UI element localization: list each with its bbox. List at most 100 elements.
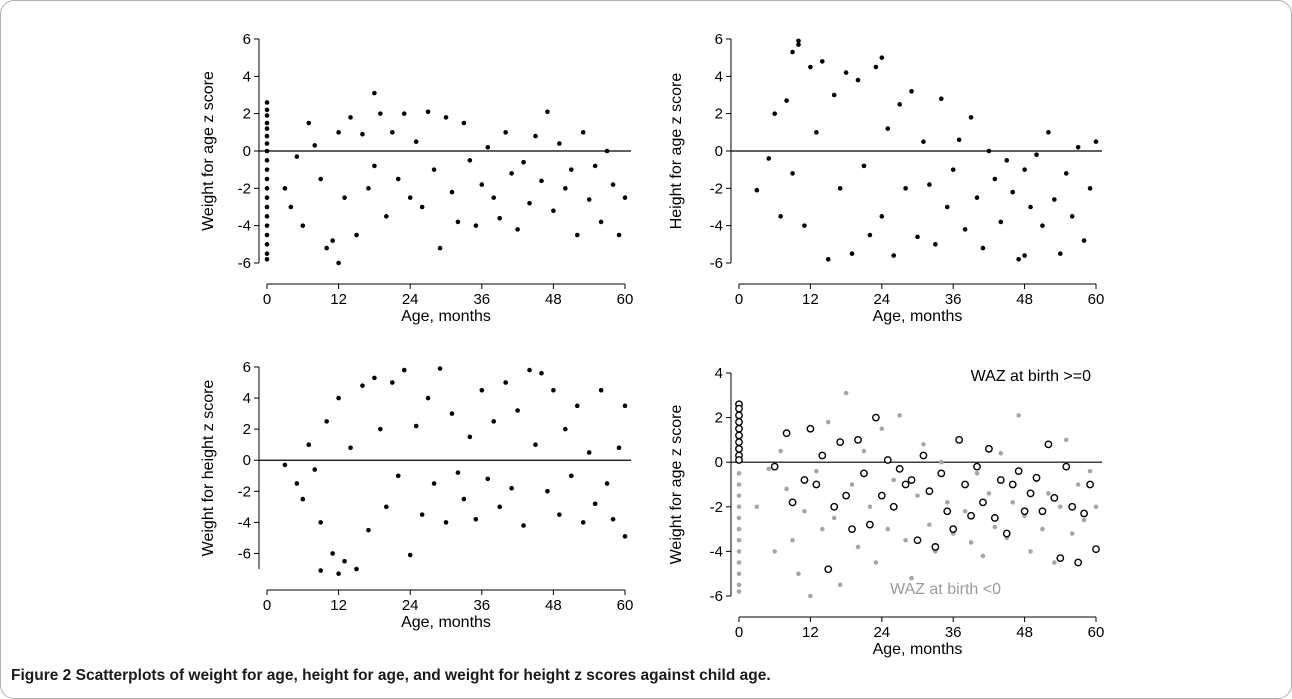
data-point bbox=[933, 242, 938, 247]
x-tick-label: 0 bbox=[263, 597, 271, 614]
data-point bbox=[778, 214, 783, 219]
data-point-hollow bbox=[979, 498, 987, 507]
data-point bbox=[395, 176, 401, 182]
y-tick-label: 2 bbox=[243, 421, 251, 438]
data-point bbox=[802, 508, 807, 514]
data-point bbox=[604, 148, 610, 154]
data-point bbox=[401, 111, 407, 116]
data-point-hollow bbox=[949, 525, 958, 533]
x-tick-label: 36 bbox=[945, 624, 962, 641]
data-point bbox=[443, 115, 449, 120]
data-point bbox=[437, 245, 443, 251]
data-point bbox=[485, 144, 491, 150]
x-tick-label: 48 bbox=[545, 597, 562, 614]
data-point bbox=[354, 232, 359, 238]
data-point bbox=[449, 411, 455, 416]
data-point-hollow bbox=[901, 480, 910, 489]
data-point-hollow bbox=[812, 480, 821, 489]
data-point bbox=[264, 232, 270, 238]
data-point bbox=[610, 516, 616, 522]
data-point-hollow bbox=[985, 444, 993, 453]
data-point bbox=[616, 232, 622, 238]
data-point bbox=[509, 171, 514, 176]
data-point bbox=[485, 476, 491, 482]
data-point bbox=[324, 245, 329, 251]
data-point bbox=[974, 471, 980, 476]
annotation-waz-nonneg: WAZ at birth >=0 bbox=[971, 368, 1091, 385]
data-point bbox=[1010, 500, 1015, 505]
data-point bbox=[927, 182, 932, 187]
data-point bbox=[1058, 504, 1063, 510]
data-point bbox=[264, 158, 270, 163]
data-point bbox=[909, 575, 914, 581]
data-point bbox=[891, 477, 896, 483]
data-point-hollow bbox=[1068, 502, 1077, 511]
data-point bbox=[736, 504, 742, 510]
data-point bbox=[980, 245, 986, 251]
data-point bbox=[473, 223, 479, 228]
data-point bbox=[264, 141, 270, 146]
data-point bbox=[533, 442, 538, 447]
data-point bbox=[372, 90, 377, 96]
data-point bbox=[515, 227, 520, 232]
data-point bbox=[980, 553, 986, 559]
data-point bbox=[790, 537, 795, 543]
data-point bbox=[736, 515, 742, 521]
y-tick-label: 6 bbox=[243, 31, 251, 48]
data-point bbox=[921, 442, 926, 447]
data-point-hollow bbox=[1086, 480, 1094, 489]
data-point bbox=[736, 560, 742, 565]
y-axis-title: Weight for age z score bbox=[668, 405, 685, 565]
data-point bbox=[264, 100, 270, 105]
data-point-hollow bbox=[782, 429, 791, 438]
data-point bbox=[592, 501, 598, 507]
data-point bbox=[264, 167, 270, 172]
data-point bbox=[974, 195, 980, 200]
data-point bbox=[336, 260, 341, 266]
data-point bbox=[808, 64, 813, 70]
data-point bbox=[366, 527, 371, 533]
data-point bbox=[939, 459, 944, 465]
data-point bbox=[300, 496, 306, 502]
data-point bbox=[264, 186, 270, 191]
data-point bbox=[968, 540, 974, 545]
data-point bbox=[318, 568, 324, 573]
data-point bbox=[873, 560, 879, 565]
data-point bbox=[372, 163, 377, 169]
data-point bbox=[843, 390, 849, 396]
data-point bbox=[1010, 189, 1015, 195]
data-point bbox=[407, 195, 413, 200]
data-point bbox=[1040, 526, 1045, 532]
y-tick-label: 2 bbox=[715, 106, 723, 123]
data-point bbox=[736, 571, 742, 576]
data-point bbox=[1028, 204, 1033, 210]
data-point bbox=[324, 419, 329, 424]
x-axis-title: Age, months bbox=[401, 308, 491, 325]
data-point bbox=[879, 55, 885, 60]
data-point-hollow bbox=[913, 536, 922, 545]
data-point bbox=[330, 551, 335, 556]
data-point bbox=[557, 512, 562, 517]
data-point bbox=[968, 115, 974, 120]
y-tick-label: 4 bbox=[243, 68, 251, 85]
data-point bbox=[802, 223, 807, 228]
data-point bbox=[1063, 171, 1069, 176]
data-point bbox=[455, 470, 461, 475]
data-point-hollow bbox=[735, 418, 743, 426]
data-point bbox=[300, 223, 306, 228]
data-point bbox=[264, 148, 270, 154]
data-point bbox=[354, 566, 359, 572]
data-point-hollow bbox=[1008, 480, 1017, 489]
x-tick-label: 12 bbox=[330, 597, 347, 614]
data-point bbox=[407, 552, 413, 558]
data-point-hollow bbox=[955, 435, 964, 444]
data-point bbox=[551, 388, 556, 393]
data-point bbox=[491, 195, 497, 200]
data-point bbox=[497, 504, 503, 510]
y-tick-label: -4 bbox=[710, 543, 723, 560]
